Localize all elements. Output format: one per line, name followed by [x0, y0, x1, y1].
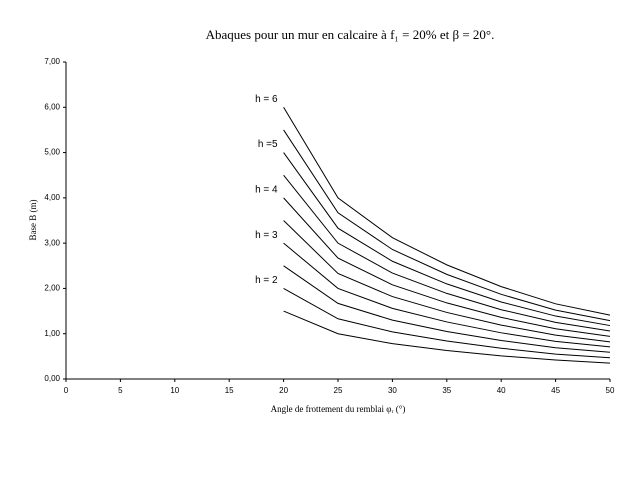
- series-label: h = 2: [255, 275, 278, 286]
- x-tick-label: 30: [388, 386, 397, 395]
- y-axis-label: Base B (m): [28, 200, 38, 241]
- line: [283, 129, 611, 322]
- series-label: h = 4: [255, 184, 278, 195]
- y-tick-label: 5,00: [44, 148, 60, 157]
- x-tick-label: 40: [497, 386, 506, 395]
- line: [283, 107, 611, 316]
- x-tick-label: 15: [225, 386, 234, 395]
- series-label: h =5: [258, 139, 278, 150]
- line: [283, 197, 611, 337]
- line: [283, 310, 611, 364]
- y-tick-label: 7,00: [44, 57, 60, 66]
- y-tick-label: 0,00: [44, 374, 60, 383]
- x-tick-label: 0: [64, 386, 69, 395]
- x-tick-label: 45: [551, 386, 560, 395]
- line: [283, 152, 611, 327]
- y-tick-label: 6,00: [44, 102, 60, 111]
- x-tick-label: 35: [442, 386, 451, 395]
- x-tick-label: 5: [118, 386, 123, 395]
- y-tick-label: 2,00: [44, 284, 60, 293]
- line: [283, 287, 611, 359]
- line: [283, 265, 611, 353]
- y-tick-label: 4,00: [44, 193, 60, 202]
- series-label: h = 6: [255, 94, 278, 105]
- y-tick-label: 3,00: [44, 238, 60, 247]
- x-tick-label: 25: [334, 386, 343, 395]
- y-tick-label: 1,00: [44, 329, 60, 338]
- x-tick-label: 20: [279, 386, 288, 395]
- x-axis-label: Angle de frottement du remblai φᵣ (°): [271, 404, 406, 414]
- line: [283, 174, 611, 332]
- series-label: h = 3: [255, 230, 278, 241]
- x-tick-label: 10: [170, 386, 179, 395]
- x-tick-label: 50: [606, 386, 615, 395]
- chart-title: Abaques pour un mur en calcaire à f₁ = 2…: [206, 27, 495, 42]
- line: [283, 220, 611, 343]
- line: [283, 242, 611, 348]
